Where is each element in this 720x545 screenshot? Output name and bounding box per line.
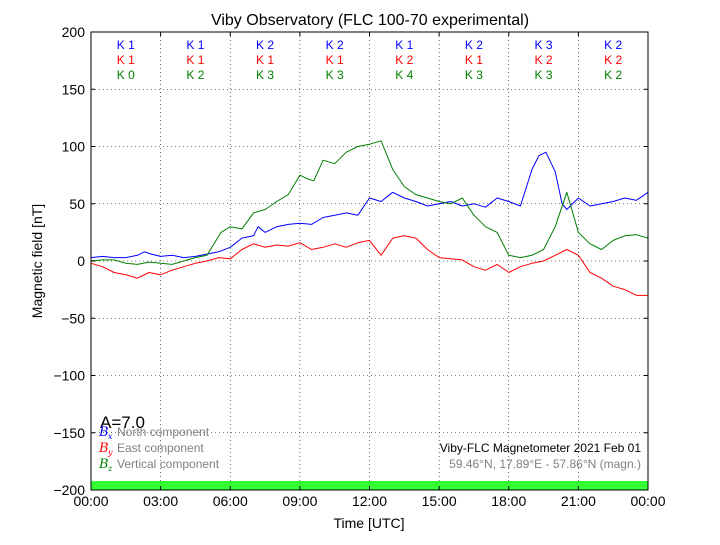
y-tick-label: −200 — [53, 482, 85, 498]
x-tick-label: 21:00 — [561, 493, 596, 509]
k-index-value: K 2 — [256, 38, 274, 52]
axis-ticks: 00:00 03:00 06:00 09:00 12:00 15:00 18:00 21:00… — [53, 24, 665, 509]
series-line-vertical — [90, 140, 649, 265]
k-index-value: K 2 — [604, 53, 622, 67]
x-tick-label: 00:00 — [630, 493, 665, 509]
x-tick-label: 03:00 — [143, 493, 178, 509]
a-index-label: A=7.0 — [100, 413, 145, 432]
x-axis-label: Time [UTC] — [333, 515, 404, 531]
y-tick-label: 150 — [62, 81, 86, 97]
y-tick-label: 100 — [62, 139, 86, 155]
y-tick-label: 50 — [69, 196, 85, 212]
k-index-value: K 3 — [535, 38, 553, 52]
x-tick-label: 12:00 — [352, 493, 387, 509]
legend-label: East component — [117, 441, 204, 455]
y-tick-label: 0 — [77, 253, 85, 269]
legend-symbol: B — [98, 425, 109, 440]
legend-subscript: x — [108, 432, 113, 441]
k-index-value: K 1 — [395, 38, 413, 52]
y-tick-label: −150 — [53, 425, 85, 441]
k-index-value: K 2 — [395, 53, 413, 67]
k-index-value: K 3 — [535, 68, 553, 82]
legend-subscript: y — [107, 448, 113, 457]
legend-symbol: B — [98, 441, 109, 456]
k-index-value: K 1 — [256, 53, 274, 67]
k-index-value: K 1 — [465, 53, 483, 67]
k-index-value: K 3 — [326, 68, 344, 82]
k-index-value: K 1 — [186, 53, 204, 67]
k-index-value: K 2 — [604, 68, 622, 82]
k-index-value: K 2 — [535, 53, 553, 67]
series-line-east — [90, 235, 648, 296]
k-index-value: K 1 — [117, 38, 135, 52]
y-tick-label: −100 — [53, 368, 85, 384]
x-tick-label: 15:00 — [422, 493, 457, 509]
chart-title: Viby Observatory (FLC 100-70 experimenta… — [211, 12, 529, 29]
k-index-value: K 2 — [326, 38, 344, 52]
series-line-north — [90, 151, 649, 259]
legend-label: North component — [117, 425, 210, 439]
k-index-value: K 3 — [465, 68, 483, 82]
k-index-value: K 3 — [256, 68, 274, 82]
x-tick-label: 09:00 — [282, 493, 317, 509]
location-info: 59.46°N, 17.89°E - 57.86°N (magn.) — [449, 457, 641, 471]
k-index-value: K 2 — [465, 38, 483, 52]
legend-subscript: z — [107, 464, 113, 473]
y-tick-label: 200 — [62, 24, 86, 40]
k-index-value: K 1 — [117, 53, 135, 67]
plot-frame — [90, 31, 649, 491]
y-axis-label: Magnetic field [nT] — [29, 204, 45, 318]
k-index-value: K 1 — [186, 38, 204, 52]
series-layer — [90, 140, 649, 296]
bottom-activity-band — [91, 481, 648, 490]
legend-label: Vertical component — [117, 457, 220, 471]
instrument-info: Viby-FLC Magnetometer 2021 Feb 01 — [440, 441, 642, 455]
x-tick-label: 00:00 — [73, 493, 108, 509]
y-tick-label: −50 — [61, 310, 85, 326]
k-index-value: K 0 — [117, 68, 135, 82]
legend-symbol: B — [98, 457, 109, 472]
k-index-value: K 4 — [395, 68, 413, 82]
x-tick-label: 18:00 — [491, 493, 526, 509]
k-index-value: K 1 — [326, 53, 344, 67]
x-tick-label: 06:00 — [213, 493, 248, 509]
k-index-value: K 2 — [186, 68, 204, 82]
k-index-value: K 2 — [604, 38, 622, 52]
